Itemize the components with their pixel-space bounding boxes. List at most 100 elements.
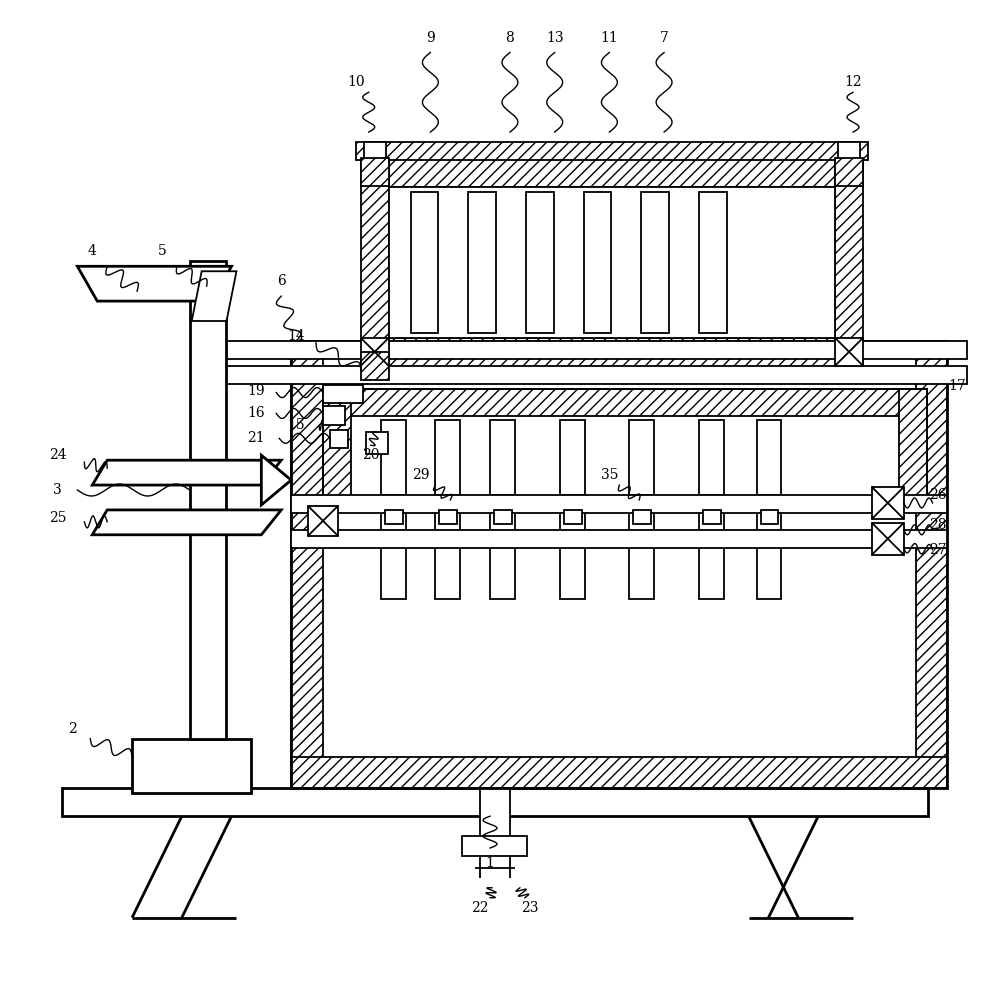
Bar bbox=[494, 510, 512, 524]
Bar bbox=[435, 510, 460, 600]
Bar bbox=[361, 338, 389, 365]
Text: 12: 12 bbox=[844, 75, 862, 89]
Text: 2: 2 bbox=[68, 722, 77, 736]
Bar bbox=[703, 510, 721, 524]
Bar bbox=[411, 192, 438, 333]
Bar bbox=[381, 420, 406, 495]
Bar bbox=[468, 192, 496, 333]
Bar bbox=[62, 788, 928, 816]
Text: 24: 24 bbox=[49, 448, 66, 462]
Bar bbox=[899, 388, 927, 503]
Bar bbox=[132, 739, 251, 793]
Bar bbox=[291, 757, 947, 788]
Bar bbox=[699, 510, 724, 600]
Bar bbox=[633, 510, 651, 524]
Text: 26: 26 bbox=[929, 488, 946, 502]
Bar bbox=[872, 523, 904, 555]
Text: 27: 27 bbox=[929, 543, 946, 557]
Bar bbox=[385, 510, 403, 524]
Bar bbox=[308, 506, 338, 536]
Bar bbox=[361, 157, 389, 365]
Bar bbox=[629, 510, 654, 600]
Text: 28: 28 bbox=[929, 517, 946, 532]
Text: 25: 25 bbox=[49, 510, 66, 525]
Bar bbox=[835, 338, 863, 365]
Text: 7: 7 bbox=[660, 31, 669, 45]
Bar bbox=[291, 495, 947, 513]
Bar bbox=[641, 192, 669, 333]
Bar bbox=[361, 352, 389, 379]
Bar bbox=[323, 388, 351, 503]
Text: 6: 6 bbox=[277, 274, 286, 288]
Bar bbox=[366, 432, 388, 454]
Bar bbox=[699, 192, 727, 333]
Text: 23: 23 bbox=[521, 901, 539, 915]
Bar bbox=[291, 530, 947, 548]
Text: 16: 16 bbox=[248, 406, 265, 420]
Text: 22: 22 bbox=[471, 901, 489, 915]
Bar bbox=[351, 416, 899, 503]
Bar bbox=[323, 341, 916, 757]
Text: 5: 5 bbox=[158, 244, 166, 258]
Bar bbox=[872, 487, 904, 519]
Bar bbox=[364, 142, 386, 160]
Text: 11: 11 bbox=[601, 31, 618, 45]
Polygon shape bbox=[192, 271, 236, 321]
Bar bbox=[323, 388, 927, 503]
Bar bbox=[560, 420, 585, 495]
Bar bbox=[699, 420, 724, 495]
Text: 21: 21 bbox=[248, 431, 265, 445]
Bar bbox=[916, 341, 947, 788]
Bar bbox=[838, 142, 860, 160]
Bar bbox=[381, 510, 406, 600]
Bar bbox=[526, 192, 554, 333]
Bar bbox=[835, 158, 863, 186]
Text: 20: 20 bbox=[362, 448, 379, 462]
Text: 19: 19 bbox=[248, 383, 265, 397]
Bar bbox=[330, 430, 348, 448]
Bar bbox=[490, 420, 515, 495]
Bar bbox=[361, 338, 863, 367]
Text: 35: 35 bbox=[601, 468, 618, 483]
Text: 14: 14 bbox=[287, 329, 305, 343]
Bar bbox=[291, 341, 323, 788]
Bar bbox=[227, 341, 967, 358]
Polygon shape bbox=[92, 460, 281, 485]
Text: 9: 9 bbox=[426, 31, 435, 45]
Bar bbox=[323, 405, 345, 425]
Polygon shape bbox=[77, 266, 232, 301]
Bar bbox=[356, 142, 868, 160]
Text: 4: 4 bbox=[88, 244, 97, 258]
Text: 8: 8 bbox=[506, 31, 514, 45]
Bar bbox=[757, 420, 781, 495]
Bar bbox=[291, 341, 947, 788]
Bar bbox=[439, 510, 457, 524]
Text: 29: 29 bbox=[412, 468, 429, 483]
Bar bbox=[629, 420, 654, 495]
Bar bbox=[490, 510, 515, 600]
Text: 17: 17 bbox=[949, 378, 966, 392]
Text: 10: 10 bbox=[347, 75, 365, 89]
Bar bbox=[584, 192, 611, 333]
Polygon shape bbox=[261, 455, 291, 505]
Bar bbox=[435, 420, 460, 495]
Text: 1: 1 bbox=[486, 856, 494, 870]
Bar bbox=[835, 157, 863, 365]
Bar bbox=[227, 365, 967, 383]
Bar bbox=[323, 384, 363, 402]
Bar bbox=[462, 836, 527, 856]
Text: 13: 13 bbox=[546, 31, 564, 45]
Bar bbox=[361, 157, 863, 187]
Bar bbox=[480, 788, 510, 843]
Text: 3: 3 bbox=[53, 483, 62, 497]
Bar bbox=[564, 510, 582, 524]
Bar bbox=[761, 510, 778, 524]
Bar bbox=[389, 187, 835, 338]
Bar bbox=[190, 261, 226, 739]
Bar bbox=[757, 510, 781, 600]
Bar bbox=[560, 510, 585, 600]
Bar bbox=[323, 388, 927, 416]
Polygon shape bbox=[92, 510, 281, 535]
Text: 15: 15 bbox=[287, 418, 305, 432]
Bar bbox=[361, 158, 389, 186]
